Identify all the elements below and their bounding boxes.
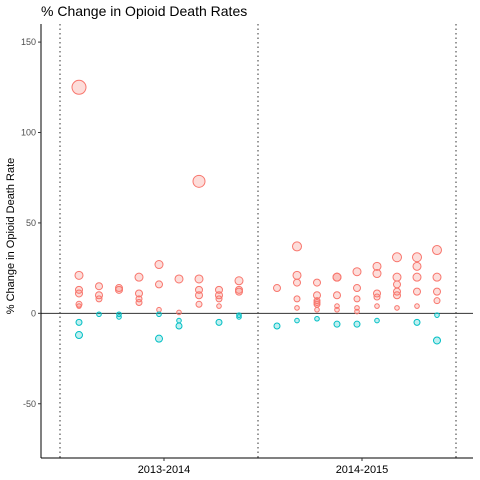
data-point xyxy=(215,285,223,294)
data-point xyxy=(75,289,83,298)
data-point xyxy=(392,252,402,263)
data-point xyxy=(155,280,163,289)
axes: -50 0 50 100 150 2013-2014 2014-2015 xyxy=(21,24,473,476)
data-point xyxy=(76,303,82,309)
data-point xyxy=(194,274,204,284)
data-point xyxy=(413,318,421,326)
data-point xyxy=(433,287,441,296)
data-point xyxy=(154,260,164,270)
x-tick-label: 2014-2015 xyxy=(336,464,389,476)
data-point xyxy=(294,317,300,324)
data-point xyxy=(215,295,223,303)
y-axis-title: % Change in Opioid Death Rate xyxy=(5,158,17,315)
data-point xyxy=(433,297,441,305)
data-point xyxy=(413,287,421,296)
data-point xyxy=(71,79,87,95)
data-point xyxy=(293,278,301,287)
data-point xyxy=(155,334,163,343)
data-point xyxy=(373,293,381,301)
data-point xyxy=(432,245,442,256)
y-tick-label: 0 xyxy=(31,308,36,318)
data-point xyxy=(352,267,362,277)
data-points xyxy=(71,79,442,345)
data-point xyxy=(394,305,400,311)
data-point xyxy=(334,306,340,313)
data-point xyxy=(432,272,442,282)
y-tick-label: 100 xyxy=(21,128,36,138)
data-point xyxy=(95,291,103,300)
data-point xyxy=(393,280,401,289)
data-point xyxy=(215,291,223,300)
data-point xyxy=(374,303,380,309)
data-point xyxy=(135,295,143,303)
data-point xyxy=(195,300,203,308)
data-point xyxy=(116,314,122,320)
data-point xyxy=(175,322,183,330)
data-point xyxy=(292,270,302,280)
data-point xyxy=(412,261,422,271)
data-point xyxy=(174,274,184,284)
data-point xyxy=(292,241,302,252)
data-point xyxy=(313,297,321,305)
data-point xyxy=(192,174,206,188)
data-point xyxy=(314,315,320,322)
data-point xyxy=(434,312,440,318)
data-point xyxy=(215,318,223,326)
data-point xyxy=(236,314,242,320)
data-point xyxy=(176,309,182,316)
data-point xyxy=(216,303,222,309)
data-point xyxy=(176,317,182,324)
data-point xyxy=(74,270,84,280)
data-point xyxy=(313,298,321,306)
data-point xyxy=(273,284,281,293)
data-point xyxy=(313,300,321,308)
data-point xyxy=(195,291,203,300)
y-tick-label: 50 xyxy=(26,218,36,228)
data-point xyxy=(392,272,402,282)
y-tick-label: 150 xyxy=(21,37,36,47)
data-point xyxy=(373,289,381,298)
data-point xyxy=(75,331,83,340)
data-point xyxy=(433,336,441,345)
data-point xyxy=(115,285,123,294)
data-point xyxy=(412,252,422,263)
data-point xyxy=(75,318,83,326)
data-point xyxy=(353,284,361,293)
data-point xyxy=(234,276,244,286)
x-tick-label: 2013-2014 xyxy=(138,464,191,476)
data-point xyxy=(95,282,103,291)
data-point xyxy=(95,295,103,303)
data-point xyxy=(273,322,281,330)
data-point xyxy=(156,306,162,313)
data-point xyxy=(313,278,321,287)
data-point xyxy=(414,303,420,309)
data-point xyxy=(374,317,380,324)
data-point xyxy=(293,295,301,303)
data-point xyxy=(372,269,382,279)
data-point xyxy=(195,285,203,294)
y-tick-label: -50 xyxy=(23,399,36,409)
data-point xyxy=(135,289,143,298)
data-point xyxy=(354,308,360,315)
data-point xyxy=(372,261,382,271)
data-point xyxy=(353,320,361,328)
data-point xyxy=(96,311,102,318)
data-point xyxy=(235,287,243,296)
data-point xyxy=(333,291,341,300)
data-point xyxy=(393,291,401,300)
data-point xyxy=(294,305,300,311)
data-point xyxy=(333,320,341,328)
data-point xyxy=(135,298,143,306)
data-point xyxy=(313,291,321,300)
data-point xyxy=(353,295,361,303)
data-point xyxy=(156,311,162,318)
chart-title: % Change in Opioid Death Rates xyxy=(41,3,248,19)
data-point xyxy=(134,272,144,282)
guide-lines xyxy=(41,24,473,458)
data-point xyxy=(332,272,342,282)
data-point xyxy=(412,272,422,282)
data-point xyxy=(314,306,320,313)
